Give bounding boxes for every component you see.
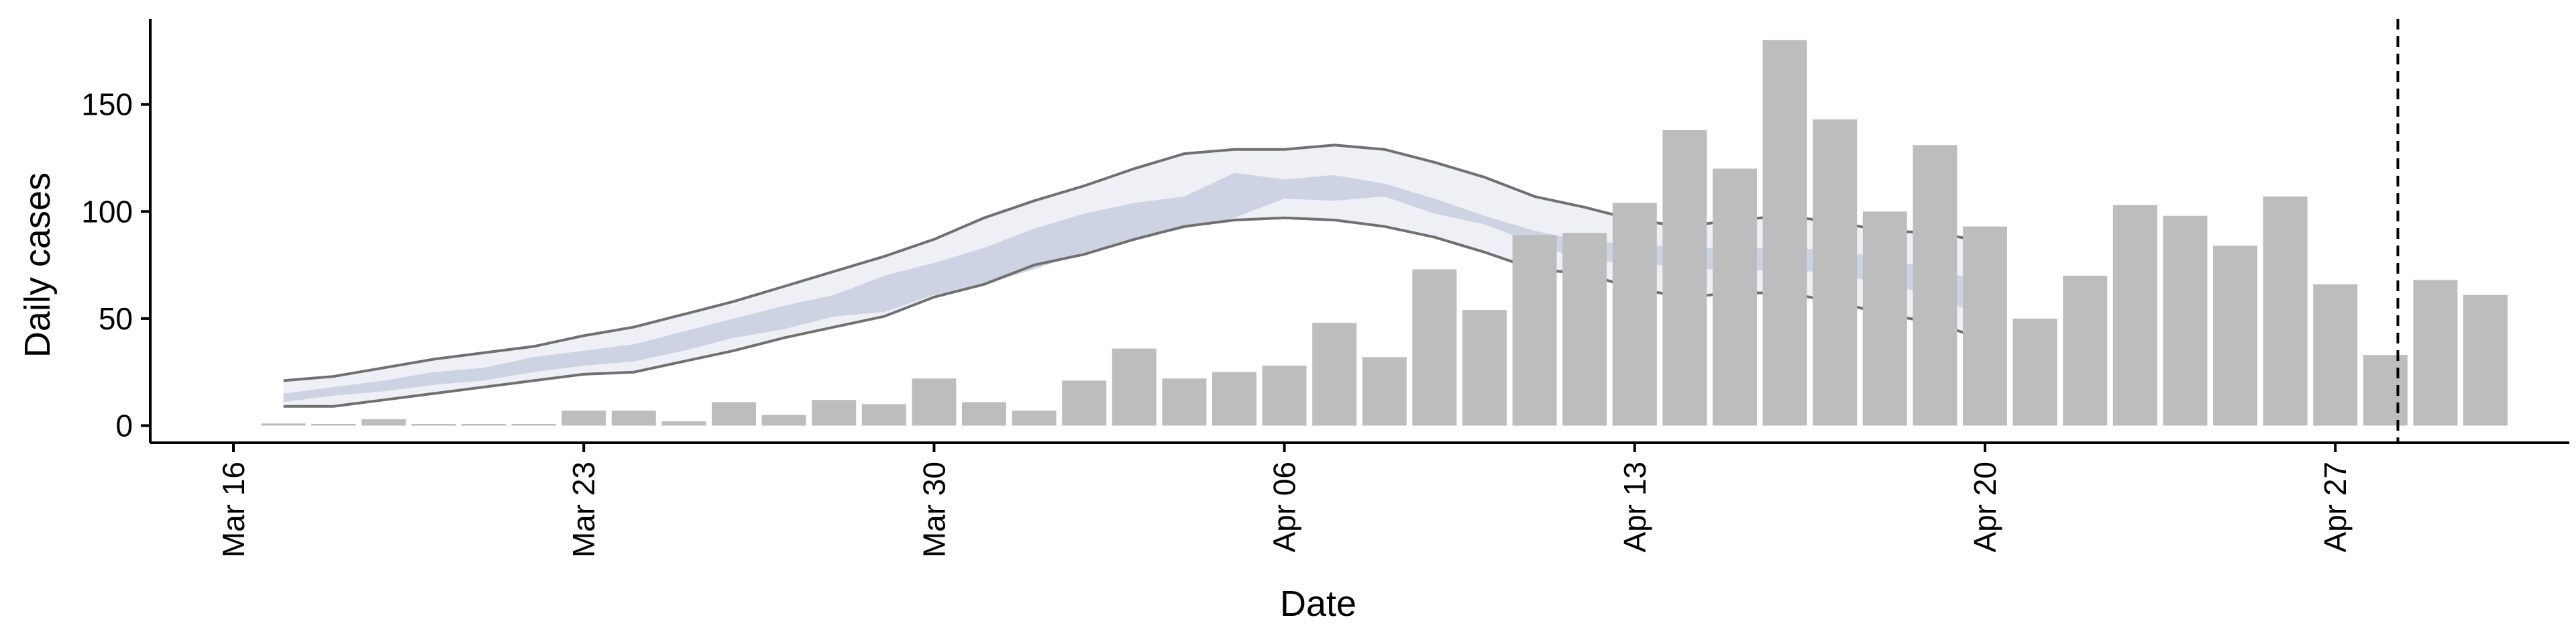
bar-apr-25 — [2213, 246, 2257, 426]
bar-apr-07 — [1312, 323, 1357, 426]
x-tick-label: Mar 30 — [916, 462, 951, 557]
bar-mar-31 — [962, 402, 1006, 426]
axes: 0 50 100 150 Mar 16 Mar 23 Mar 30 Apr 06 Apr 13… — [81, 19, 2569, 557]
x-axis-ticks: Mar 16 Mar 23 Mar 30 Apr 06 Apr 13 Apr 20 Apr … — [216, 443, 2353, 557]
bar-apr-21 — [2012, 318, 2057, 426]
bar-mar-29 — [861, 404, 906, 426]
bar-mar-18 — [311, 424, 356, 426]
y-tick-label: 100 — [81, 194, 133, 229]
bar-apr-28 — [2363, 355, 2408, 426]
bar-apr-02 — [1062, 380, 1107, 426]
bar-apr-29 — [2413, 280, 2458, 426]
bar-apr-16 — [1762, 40, 1807, 426]
bar-apr-14 — [1662, 130, 1707, 426]
y-tick-label: 50 — [99, 301, 133, 336]
bar-apr-22 — [2063, 276, 2108, 426]
bar-apr-09 — [1412, 269, 1457, 426]
bar-apr-03 — [1112, 348, 1157, 426]
bar-apr-10 — [1462, 310, 1507, 426]
x-tick-label: Mar 16 — [216, 462, 251, 557]
bar-apr-17 — [1813, 119, 1858, 426]
bar-apr-13 — [1612, 203, 1657, 426]
x-tick-label: Apr 27 — [2318, 462, 2353, 553]
bar-apr-30 — [2463, 294, 2508, 426]
y-tick-label: 0 — [115, 408, 133, 443]
bar-mar-30 — [912, 378, 957, 426]
bar-mar-19 — [361, 419, 406, 426]
bar-apr-12 — [1562, 233, 1607, 426]
bar-apr-08 — [1362, 357, 1407, 426]
bar-mar-23 — [561, 411, 606, 426]
bar-apr-01 — [1012, 411, 1057, 426]
x-tick-label: Mar 23 — [566, 462, 601, 557]
bar-apr-27 — [2313, 284, 2358, 426]
bar-mar-26 — [712, 402, 756, 426]
bar-apr-24 — [2163, 215, 2208, 426]
bar-series — [261, 40, 2508, 426]
bar-apr-15 — [1713, 168, 1757, 426]
bar-mar-28 — [812, 400, 857, 426]
bar-apr-19 — [1913, 145, 1957, 426]
bar-mar-27 — [761, 415, 806, 426]
bar-mar-21 — [462, 424, 506, 426]
bar-mar-20 — [411, 424, 456, 426]
y-axis-title: Daily cases — [17, 172, 58, 358]
bar-mar-24 — [611, 411, 656, 426]
bar-apr-05 — [1212, 372, 1256, 426]
bar-mar-17 — [261, 423, 306, 426]
bar-apr-23 — [2112, 205, 2157, 426]
x-tick-label: Apr 13 — [1617, 462, 1652, 553]
y-axis-ticks: 0 50 100 150 — [81, 87, 150, 443]
x-tick-label: Apr 06 — [1267, 462, 1302, 553]
bar-apr-11 — [1512, 235, 1557, 426]
bar-mar-25 — [661, 421, 706, 426]
bar-apr-18 — [1862, 211, 1907, 426]
bar-apr-04 — [1162, 378, 1207, 426]
bar-apr-06 — [1262, 366, 1307, 426]
bar-mar-22 — [511, 424, 556, 426]
bar-apr-20 — [1963, 226, 2007, 426]
bar-apr-26 — [2263, 196, 2308, 426]
x-tick-label: Apr 20 — [1968, 462, 2002, 553]
band-inner-area — [283, 172, 1985, 402]
x-axis-title: Date — [1280, 584, 1356, 624]
y-tick-label: 150 — [81, 87, 133, 122]
